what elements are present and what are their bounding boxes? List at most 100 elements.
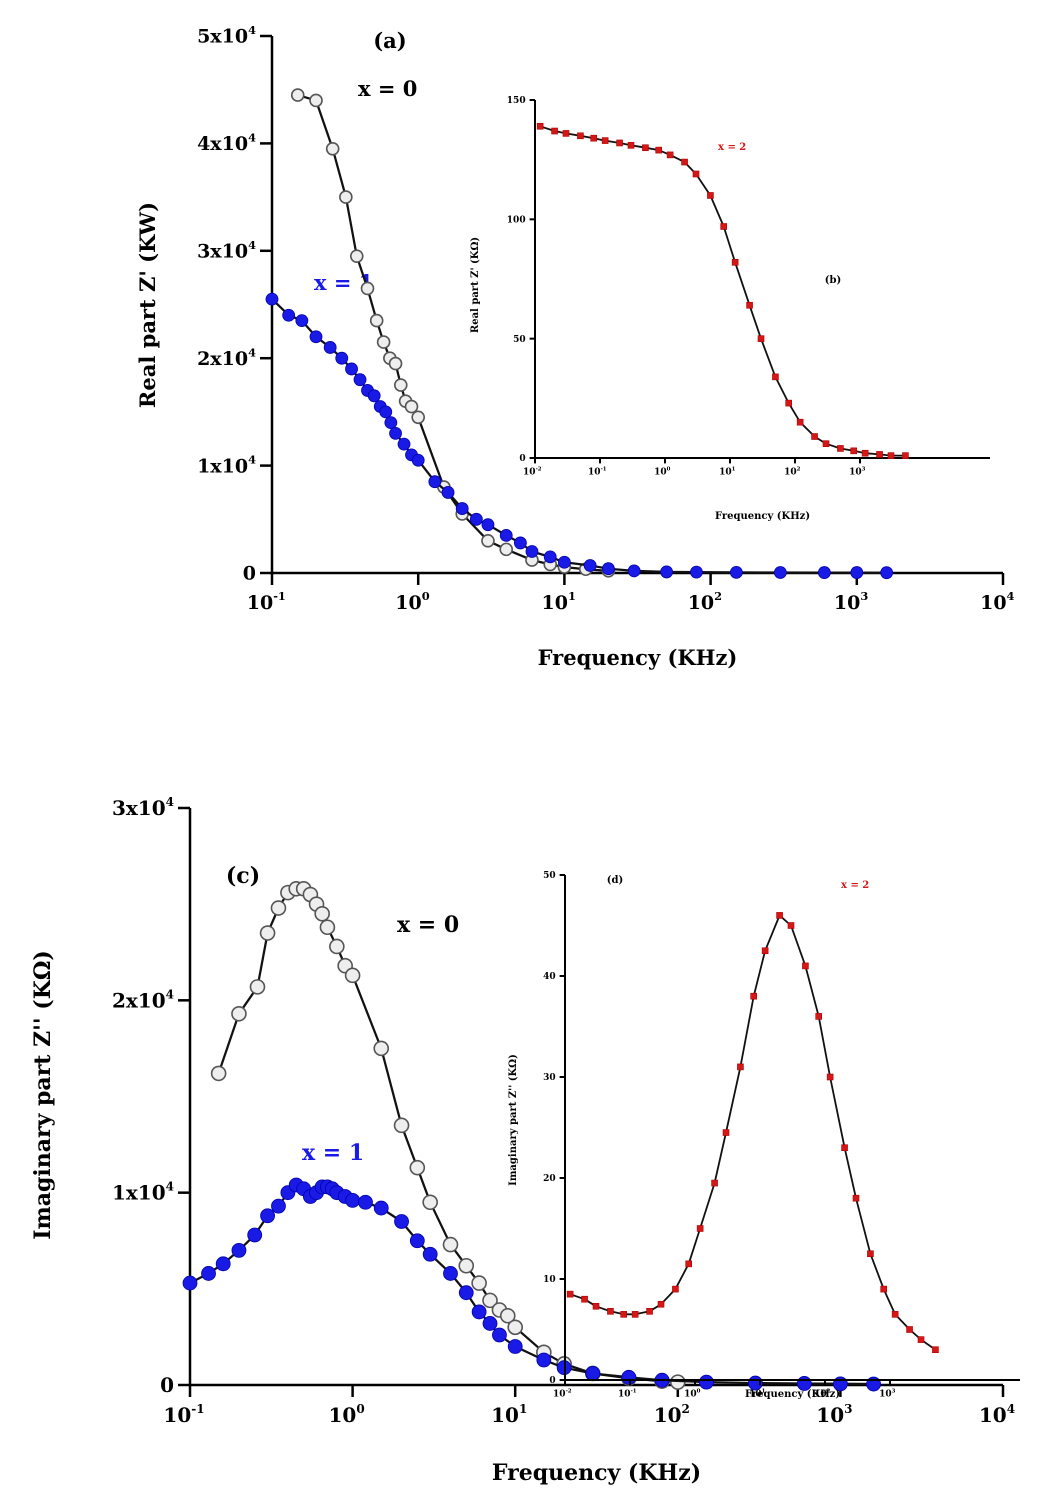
data-point — [785, 399, 793, 407]
data-point — [507, 1339, 523, 1354]
x-tick-label: 100 — [684, 1389, 701, 1400]
y-tick-label: 30 — [543, 1073, 556, 1083]
data-point — [657, 1300, 665, 1308]
data-point — [585, 1366, 601, 1381]
x-tick-label: 103 — [879, 1389, 896, 1400]
chart-panel-2: 10-1 100 101 102 103 10401x1042x1043x104Frequ… — [30, 795, 1015, 1486]
x-tick-exp: -1 — [601, 467, 607, 473]
x-tick-label: 102 — [784, 467, 801, 478]
data-point — [270, 900, 287, 916]
x-tick-label: 103 — [849, 467, 866, 478]
y-tick-label: 150 — [507, 96, 526, 106]
x-tick-exp: 1 — [732, 467, 736, 473]
data-point — [811, 433, 818, 440]
y-axis-label: Imaginary part Z'' (KΩ) — [30, 950, 56, 1240]
y-tick-label: 0 — [519, 454, 525, 464]
x-tick-label: 100 — [654, 467, 671, 478]
data-point — [309, 93, 323, 108]
y-tick-label: 1x104 — [112, 1180, 174, 1205]
data-point — [887, 452, 895, 459]
y-axis-label: Imaginary part Z'' (KΩ) — [508, 1054, 519, 1186]
x-tick-base: 10 — [816, 1403, 844, 1427]
data-point — [481, 533, 495, 548]
data-point — [757, 335, 765, 342]
series-annotation: x = 0 — [397, 912, 459, 938]
x-tick-label: 10-2 — [553, 1389, 572, 1400]
data-point — [384, 416, 398, 430]
x-tick-exp: 2 — [682, 1402, 690, 1416]
data-point — [750, 992, 758, 1000]
x-axis-label: Frequency (KHz) — [745, 1389, 840, 1400]
y-tick-label: 20 — [543, 1174, 556, 1184]
x-tick-base: 10 — [328, 1403, 356, 1427]
x-tick-exp: 2 — [797, 467, 801, 473]
data-point — [339, 190, 353, 204]
data-point — [360, 281, 375, 296]
x-tick-base: 10 — [654, 468, 667, 478]
x-tick-exp: -1 — [631, 1389, 637, 1395]
data-point — [543, 550, 557, 564]
data-point — [773, 566, 787, 579]
data-point — [690, 565, 703, 579]
data-point — [906, 1326, 913, 1333]
data-point — [685, 1260, 693, 1268]
data-point — [551, 127, 558, 135]
x-tick-base: 10 — [588, 468, 601, 478]
data-point — [428, 475, 442, 489]
data-point — [601, 137, 609, 144]
x-tick-exp: 1 — [519, 1402, 527, 1416]
x-tick-label: 10-1 — [588, 467, 607, 478]
data-point — [696, 1225, 704, 1232]
y-tick-label: 40 — [543, 972, 556, 982]
data-point — [397, 437, 411, 451]
x-tick-label: 102 — [654, 1402, 690, 1427]
x-tick-base: 10 — [523, 468, 536, 478]
data-point — [482, 1316, 498, 1331]
y-tick-exp: 4 — [248, 453, 256, 467]
x-tick-exp: 0 — [356, 1402, 364, 1416]
y-tick-exp: 4 — [248, 238, 256, 252]
x-tick-exp: 3 — [860, 589, 868, 603]
data-point — [660, 565, 673, 579]
data-point — [325, 141, 340, 156]
data-point — [369, 313, 384, 328]
data-point — [358, 1194, 373, 1210]
data-point — [737, 1063, 744, 1071]
data-point — [902, 452, 909, 459]
panel-label: (d) — [607, 875, 623, 886]
y-tick-base: 2x10 — [112, 988, 166, 1012]
data-point — [772, 373, 779, 381]
data-point — [411, 410, 426, 425]
series-annotation: x = 0 — [358, 76, 417, 101]
data-point — [379, 405, 393, 419]
data-point — [707, 192, 714, 199]
x-tick-base: 10 — [684, 1390, 697, 1400]
x-tick-exp: -1 — [191, 1402, 204, 1416]
data-point — [409, 1159, 426, 1176]
data-point — [787, 922, 795, 929]
x-tick-base: 10 — [980, 592, 1006, 614]
data-point — [558, 555, 571, 569]
data-point — [367, 389, 381, 403]
fit-curve — [189, 1183, 874, 1386]
data-point — [602, 562, 615, 576]
y-tick-base: 30 — [543, 1073, 556, 1083]
x-tick-label: 10-1 — [163, 1402, 204, 1427]
x-tick-base: 10 — [749, 1390, 762, 1400]
x-tick-label: 100 — [328, 1402, 364, 1427]
data-point — [422, 1194, 438, 1211]
data-point — [388, 356, 403, 371]
data-point — [666, 151, 674, 159]
data-point — [627, 564, 641, 578]
data-point — [469, 512, 483, 526]
x-tick-base: 10 — [654, 1403, 682, 1427]
fit-curve — [271, 298, 887, 574]
data-point — [290, 88, 305, 102]
data-point — [507, 1319, 524, 1336]
data-point — [319, 919, 336, 936]
x-tick-base: 10 — [163, 1403, 191, 1427]
y-tick-exp: 4 — [248, 345, 256, 359]
x-tick-base: 10 — [814, 1390, 827, 1400]
data-point — [631, 1311, 639, 1318]
